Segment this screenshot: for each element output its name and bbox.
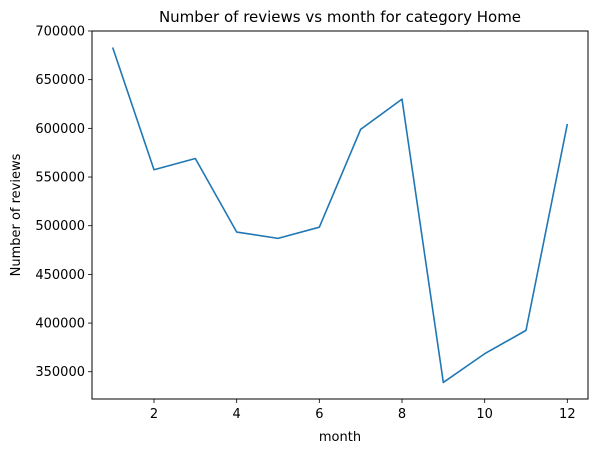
- x-tick-label: 2: [150, 407, 158, 422]
- y-tick-label: 500000: [35, 219, 85, 234]
- series-line: [111, 47, 569, 384]
- x-tick-label: 8: [398, 407, 406, 422]
- x-tick-label: 4: [233, 407, 241, 422]
- y-tick-label: 700000: [35, 25, 85, 40]
- chart-title: Number of reviews vs month for category …: [159, 8, 521, 26]
- y-tick-label: 450000: [35, 268, 85, 283]
- y-tick-label: 350000: [35, 365, 85, 380]
- series-layer: [111, 47, 569, 384]
- y-tick-label: 650000: [35, 73, 85, 88]
- y-tick-label: 550000: [35, 171, 85, 186]
- x-axis-title: month: [319, 430, 361, 445]
- x-axis-ticks: 2 4 6 8 10 12: [150, 399, 576, 422]
- plot-area-frame: [91, 30, 589, 400]
- x-tick-label: 10: [476, 407, 493, 422]
- y-axis-ticks: 350000 400000 450000 500000 550000 600000 6500…: [35, 25, 92, 380]
- y-tick-label: 400000: [35, 317, 85, 332]
- x-tick-label: 6: [315, 407, 323, 422]
- x-tick-label: 12: [559, 407, 576, 422]
- y-tick-label: 600000: [35, 122, 85, 137]
- y-axis-title: Number of reviews: [9, 153, 24, 276]
